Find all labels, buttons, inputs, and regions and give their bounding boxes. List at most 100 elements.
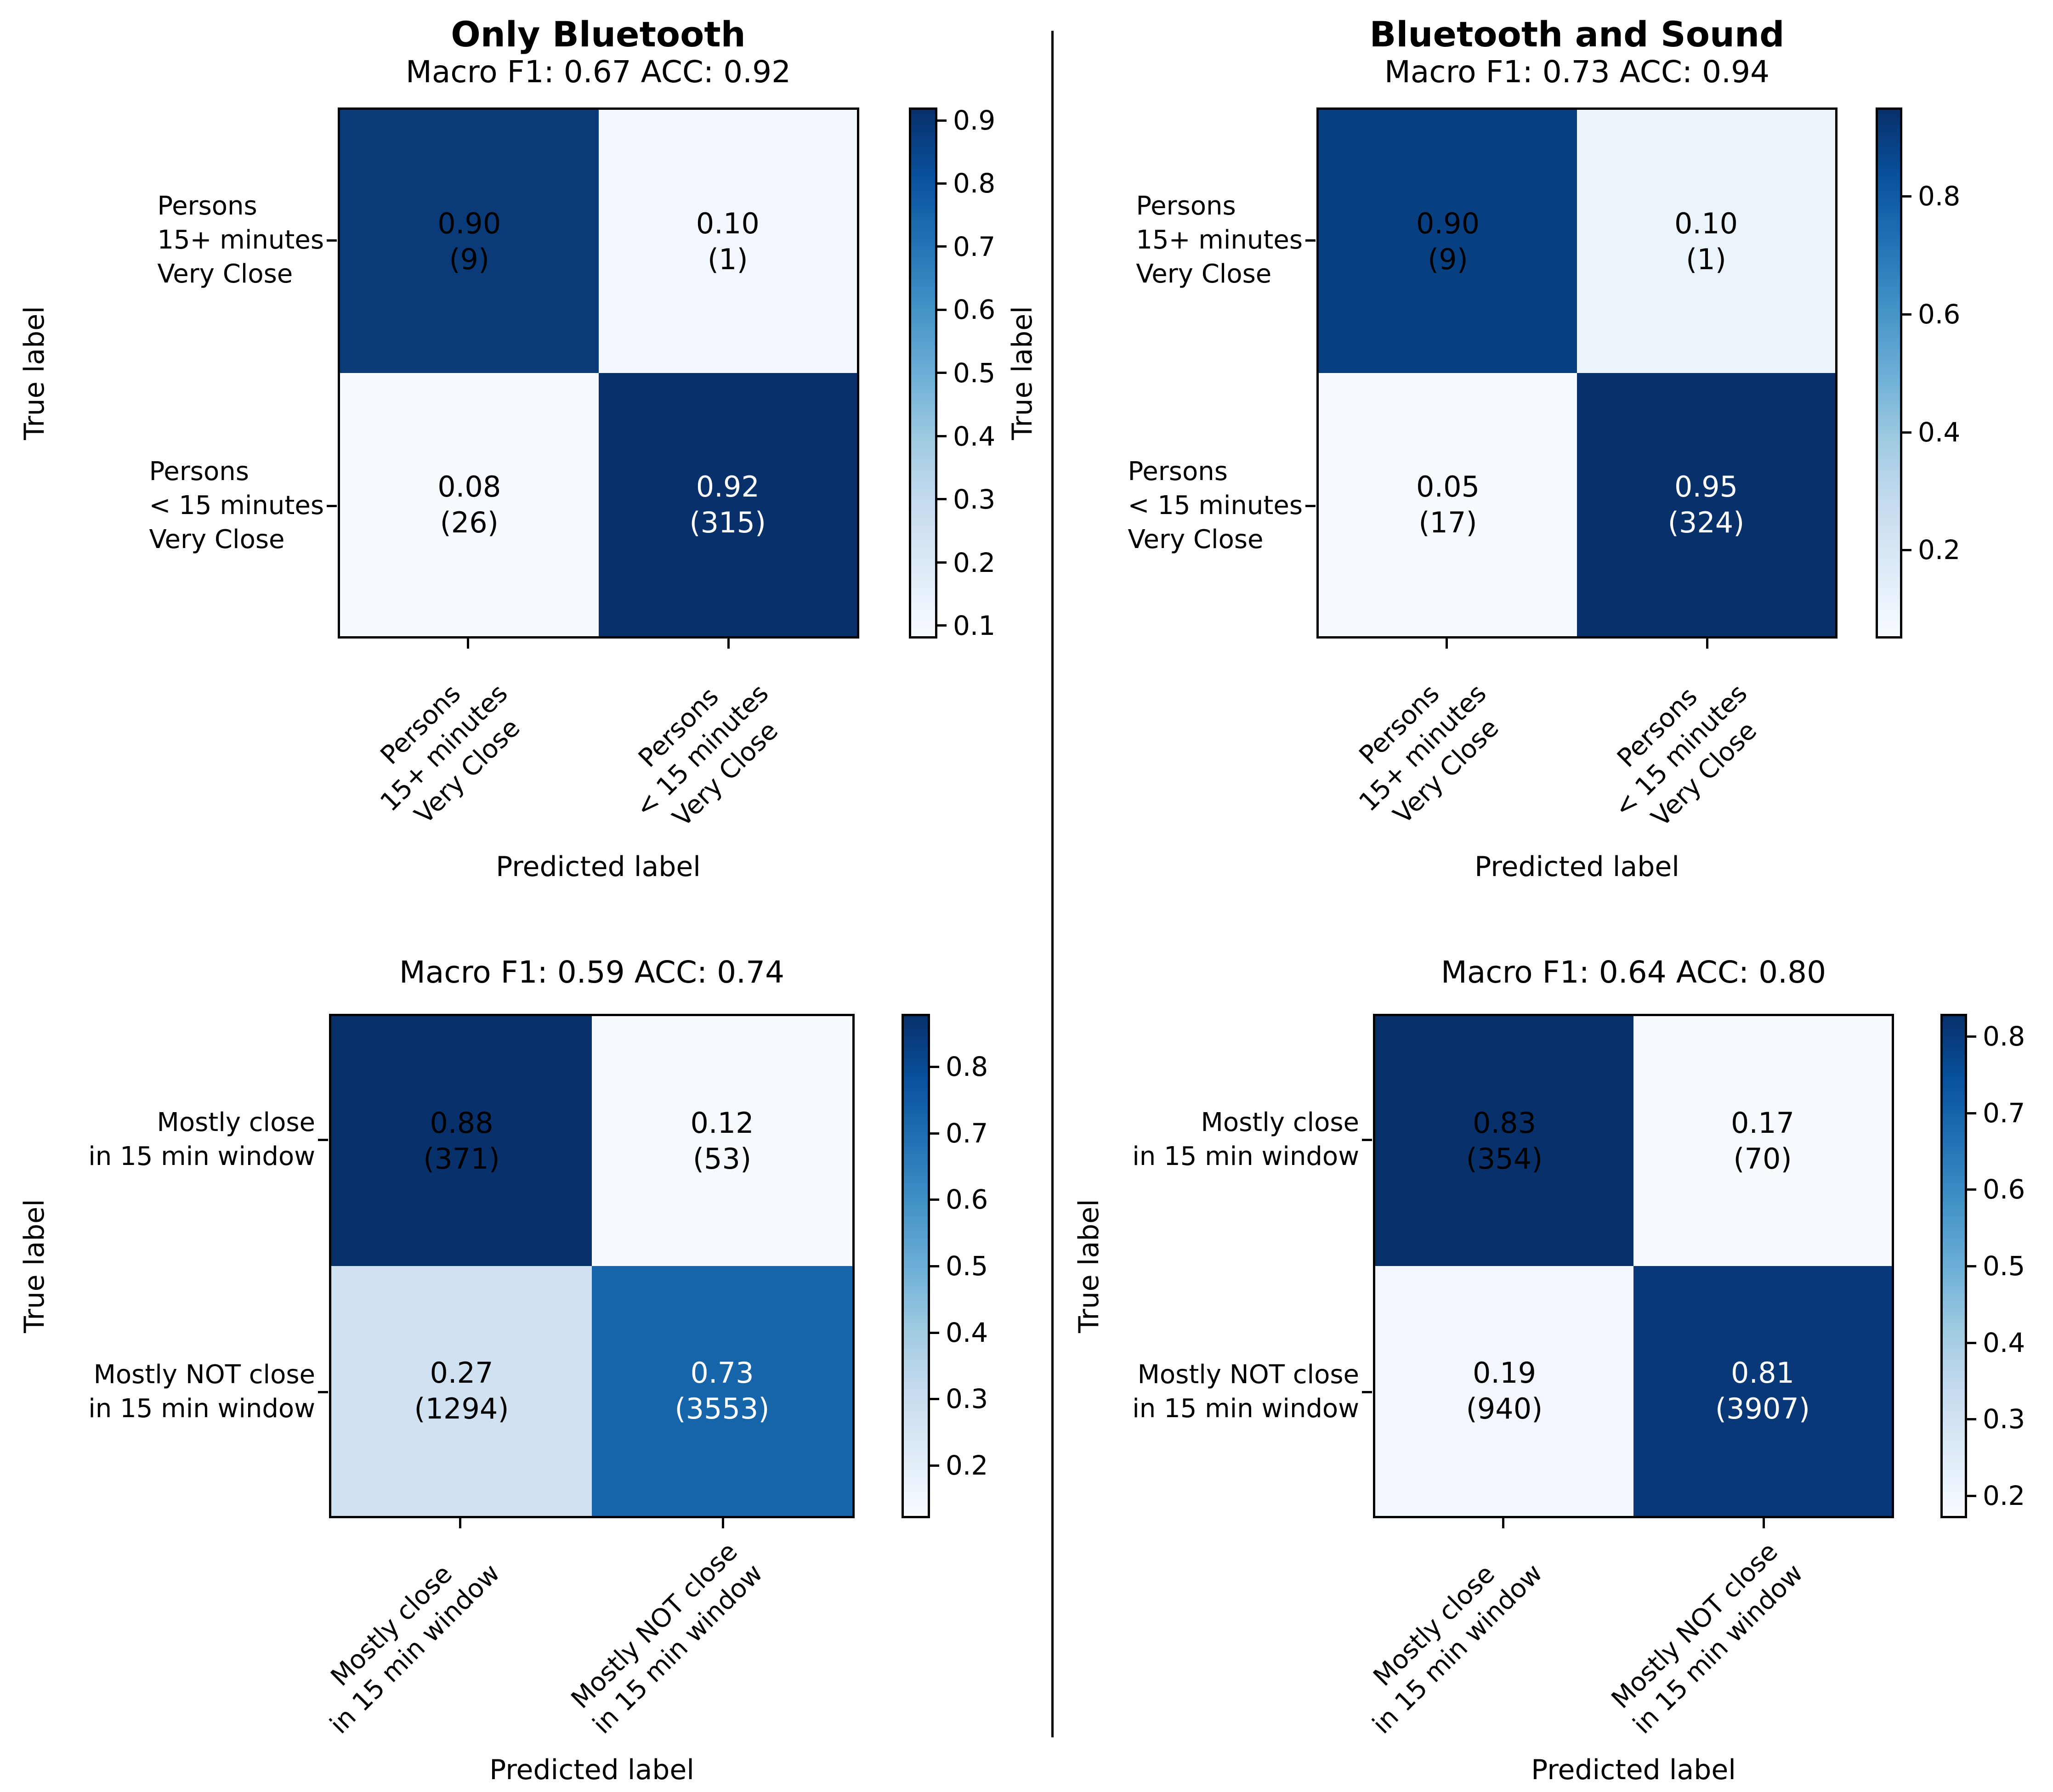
cell-value: 0.83 (1472, 1106, 1537, 1140)
cell-count: (315) (689, 505, 766, 539)
y-tick-label: Persons 15+ minutes Very Close (157, 189, 324, 291)
matrix-cell-r0c0: 0.88 (371) (331, 1016, 592, 1266)
colorbar-tick-label: 0.2 (953, 547, 996, 578)
colorbar-tick-mark (1902, 549, 1911, 551)
colorbar (1876, 107, 1902, 639)
y-axis-label: True label (18, 1199, 51, 1333)
colorbar-tick-label: 0.8 (1918, 181, 1961, 212)
y-tick-line: 15+ minutes (1136, 225, 1303, 255)
colorbar-tick-mark (1967, 1188, 1976, 1191)
cell-value: 0.73 (690, 1356, 754, 1390)
y-tick-line: 15+ minutes (157, 225, 324, 255)
cell-count: (26) (440, 505, 499, 539)
x-tick-label: Mostly NOT close in 15 min window (1603, 1534, 1810, 1741)
y-tick-line: Mostly close (157, 1108, 315, 1137)
cell-count: (9) (1428, 242, 1468, 276)
y-tick-line: Mostly NOT close (93, 1360, 315, 1390)
colorbar-tick-label: 0.5 (946, 1250, 988, 1282)
y-tick-line: Very Close (149, 525, 285, 554)
y-axis-label: True label (18, 306, 51, 440)
cell-value: 0.10 (696, 206, 760, 240)
cell-count: (1294) (414, 1392, 509, 1425)
matrix-cell-r1c1: 0.95 (324) (1577, 373, 1835, 636)
y-tick-line: Very Close (1136, 259, 1272, 289)
cell-count: (9) (449, 242, 490, 276)
cell-value: 0.90 (437, 206, 501, 240)
matrix-cell-r1c1: 0.92 (315) (598, 373, 857, 636)
cell-value: 0.88 (430, 1106, 493, 1140)
matrix-cell-r0c1: 0.17 (70) (1633, 1016, 1892, 1266)
confusion-matrix: 0.88 (371) 0.12 (53) 0.27 (1294) 0.73 (3… (329, 1014, 855, 1518)
y-tick-line: in 15 min window (88, 1142, 315, 1171)
y-tick-line: in 15 min window (1132, 1394, 1359, 1424)
x-tick-label: Persons < 15 minutes Very Close (1584, 654, 1778, 848)
matrix-cell-r1c1: 0.81 (3907) (1633, 1266, 1892, 1516)
y-tick-label: Mostly close in 15 min window (88, 1106, 315, 1174)
x-tick-mark (722, 1518, 724, 1528)
colorbar-tick-label: 0.8 (953, 168, 996, 199)
y-tick-line: Very Close (157, 259, 293, 289)
x-tick-mark (1446, 639, 1448, 649)
y-tick-mark (318, 1139, 328, 1141)
matrix-cell-r1c0: 0.19 (940) (1375, 1266, 1633, 1516)
cell-value: 0.95 (1674, 469, 1738, 503)
colorbar-tick-label: 0.1 (953, 610, 996, 641)
colorbar-tick-mark (937, 119, 947, 122)
colorbar-tick-label: 0.9 (953, 105, 996, 136)
colorbar-tick-mark (930, 1398, 939, 1400)
y-axis-label: True label (1073, 1199, 1105, 1333)
matrix-cell-r1c0: 0.05 (17) (1319, 373, 1577, 636)
colorbar (909, 107, 937, 639)
colorbar-tick-label: 0.2 (1983, 1480, 2025, 1511)
colorbar-tick-mark (1967, 1418, 1976, 1420)
confusion-matrix: 0.83 (354) 0.17 (70) 0.19 (940) 0.81 (39… (1373, 1014, 1894, 1518)
y-tick-label: Persons < 15 minutes Very Close (149, 455, 324, 557)
matrix-cell-r1c1: 0.73 (3553) (592, 1266, 852, 1516)
y-tick-line: in 15 min window (88, 1394, 315, 1424)
y-tick-line: Persons (1136, 191, 1236, 221)
cell-count: (940) (1466, 1392, 1543, 1425)
x-tick-mark (1502, 1518, 1504, 1528)
panel-title: Bluetooth and Sound (1369, 14, 1785, 55)
colorbar-tick-label: 0.5 (953, 357, 996, 389)
x-tick-mark (727, 639, 730, 649)
colorbar-tick-mark (937, 561, 947, 564)
x-tick-label: Mostly close in 15 min window (300, 1534, 507, 1741)
x-axis-label: Predicted label (489, 1754, 694, 1786)
colorbar-tick-mark (1967, 1265, 1976, 1267)
colorbar-tick-label: 0.3 (1983, 1403, 2025, 1435)
colorbar-tick-mark (937, 372, 947, 374)
y-tick-mark (1362, 1139, 1372, 1141)
matrix-cell-r0c0: 0.83 (354) (1375, 1016, 1633, 1266)
x-axis-label: Predicted label (1531, 1754, 1736, 1786)
y-tick-line: Mostly NOT close (1137, 1360, 1359, 1390)
colorbar-tick-label: 0.4 (953, 421, 996, 452)
colorbar-tick-label: 0.3 (953, 484, 996, 515)
colorbar-tick-label: 0.3 (946, 1383, 988, 1414)
y-tick-mark (318, 1391, 328, 1393)
cell-count: (1) (707, 242, 748, 276)
colorbar-tick-mark (930, 1066, 939, 1068)
x-tick-mark (1706, 639, 1708, 649)
colorbar-tick-label: 0.2 (1918, 534, 1961, 565)
confusion-matrix: 0.90 (9) 0.10 (1) 0.05 (17) 0.95 (324) (1316, 107, 1837, 639)
y-tick-line: Persons (1128, 457, 1228, 486)
y-tick-line: Persons (157, 191, 257, 221)
matrix-cell-r1c0: 0.08 (26) (340, 373, 599, 636)
cell-value: 0.17 (1730, 1106, 1795, 1140)
colorbar-tick-label: 0.6 (946, 1184, 988, 1215)
colorbar-tick-mark (937, 624, 947, 627)
x-tick-mark (459, 1518, 461, 1528)
colorbar-tick-mark (937, 498, 947, 500)
matrix-cell-r1c0: 0.27 (1294) (331, 1266, 592, 1516)
colorbar-tick-label: 0.7 (953, 231, 996, 262)
cell-count: (371) (423, 1142, 500, 1176)
y-tick-line: in 15 min window (1132, 1142, 1359, 1171)
x-tick-label: Mostly close in 15 min window (1343, 1534, 1550, 1741)
colorbar-tick-mark (937, 309, 947, 311)
panel-subtitle: Macro F1: 0.73 ACC: 0.94 (1384, 54, 1770, 90)
matrix-cell-r0c0: 0.90 (9) (340, 110, 599, 373)
confusion-matrix: 0.90 (9) 0.10 (1) 0.08 (26) 0.92 (315) (338, 107, 859, 639)
colorbar-tick-label: 0.4 (1983, 1327, 2025, 1358)
colorbar-tick-mark (930, 1464, 939, 1467)
